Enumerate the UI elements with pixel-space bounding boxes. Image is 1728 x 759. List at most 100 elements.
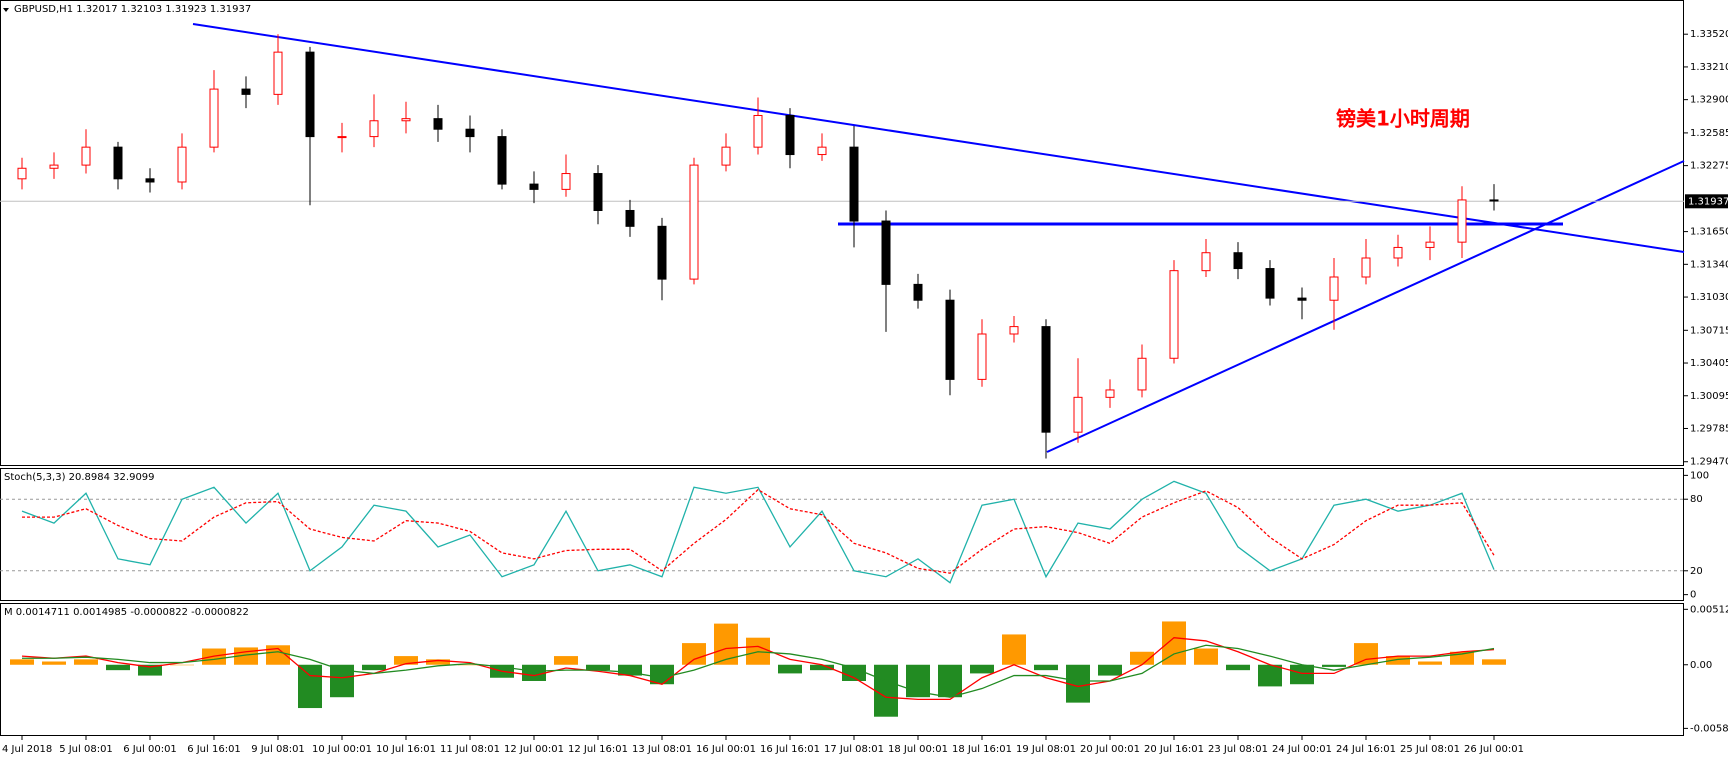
- histogram-bar: [1418, 661, 1442, 665]
- x-tick-label: 6 Jul 16:01: [187, 744, 241, 755]
- x-tick-label: 24 Jul 16:01: [1336, 744, 1396, 755]
- histogram-bar: [74, 659, 98, 665]
- x-tick-label: 23 Jul 08:01: [1208, 744, 1268, 755]
- y-tick-label: 1.32585: [1690, 128, 1728, 139]
- histogram-bar: [970, 664, 994, 674]
- histogram-bar: [874, 664, 898, 717]
- histogram-bar: [1258, 664, 1282, 687]
- candle-body: [849, 146, 859, 222]
- macd-title: M 0.0014711 0.0014985 -0.0000822 -0.0000…: [4, 607, 249, 618]
- y-tick-label: 1.31340: [1690, 259, 1728, 270]
- histogram-bar: [426, 659, 450, 665]
- x-tick-label: 10 Jul 00:01: [312, 744, 372, 755]
- indicator-line: [21, 637, 1495, 701]
- support-line: [1046, 160, 1685, 453]
- y-tick-label: 1.31650: [1690, 227, 1728, 238]
- histogram-bar: [778, 664, 802, 674]
- candle-body: [945, 299, 955, 380]
- candle-body: [81, 146, 91, 166]
- candle-body: [497, 136, 507, 185]
- candle-body: [1169, 270, 1179, 359]
- candle-body: [1201, 252, 1211, 272]
- histogram-bar: [42, 661, 66, 665]
- candle-body: [977, 333, 987, 380]
- candle-body: [17, 167, 27, 180]
- histogram-bar: [298, 664, 322, 709]
- y-tick-label: 1.29470: [1690, 457, 1728, 468]
- candle-body: [49, 164, 59, 169]
- x-tick-label: 20 Jul 16:01: [1144, 744, 1204, 755]
- x-tick-label: 20 Jul 00:01: [1080, 744, 1140, 755]
- candle-body: [561, 173, 571, 190]
- candle-body: [881, 220, 891, 285]
- x-tick-label: 24 Jul 00:01: [1272, 744, 1332, 755]
- candle-body: [401, 118, 411, 122]
- candle-body: [689, 164, 699, 280]
- candle-body: [1297, 297, 1307, 301]
- x-tick-label: 6 Jul 00:01: [123, 744, 177, 755]
- candle-body: [273, 51, 283, 95]
- y-tick-label: 20: [1690, 566, 1703, 577]
- indicator-line: [22, 488, 1495, 574]
- indicator-line: [21, 480, 1495, 584]
- y-tick-label: 1.30405: [1690, 358, 1728, 369]
- x-tick-label: 12 Jul 16:01: [568, 744, 628, 755]
- menu-arrow: [3, 8, 9, 12]
- main-panel: [0, 0, 1684, 466]
- x-tick-label: 16 Jul 16:01: [760, 744, 820, 755]
- histogram-bar: [394, 656, 418, 665]
- candle-body: [913, 283, 923, 301]
- y-tick-label: 1.33520: [1690, 29, 1728, 40]
- x-tick-label: 25 Jul 08:01: [1400, 744, 1460, 755]
- candle-body: [1457, 199, 1467, 243]
- candle-body: [1105, 389, 1115, 398]
- candle-body: [1073, 396, 1083, 433]
- histogram-bar: [1386, 656, 1410, 665]
- candle-body: [241, 88, 251, 95]
- y-tick-label: -0.005879: [1690, 723, 1728, 734]
- candle-body: [1137, 357, 1147, 391]
- candle-body: [785, 114, 795, 156]
- histogram-bar: [618, 664, 642, 676]
- x-tick-label: 26 Jul 00:01: [1464, 744, 1524, 755]
- candle-body: [1041, 326, 1051, 433]
- x-tick-label: 16 Jul 00:01: [696, 744, 756, 755]
- candle-body: [113, 146, 123, 180]
- y-tick-label: 100: [1690, 470, 1709, 481]
- y-tick-label: 80: [1690, 494, 1703, 505]
- candle-body: [305, 51, 315, 138]
- candle-body: [721, 146, 731, 166]
- candle-body: [529, 183, 539, 190]
- candle-body: [657, 225, 667, 280]
- stoch-panel: [0, 468, 1684, 601]
- macd-panel: [0, 603, 1684, 736]
- histogram-bar: [1162, 621, 1186, 665]
- histogram-bar: [810, 664, 834, 671]
- histogram-bar: [10, 659, 34, 665]
- x-tick-label: 5 Jul 08:01: [59, 744, 113, 755]
- x-tick-label: 10 Jul 16:01: [376, 744, 436, 755]
- candle-body: [753, 114, 763, 148]
- candle-body: [209, 88, 219, 148]
- candle-body: [1489, 199, 1499, 202]
- x-tick-label: 12 Jul 00:01: [504, 744, 564, 755]
- candle-body: [369, 120, 379, 138]
- x-tick-label: 11 Jul 08:01: [440, 744, 500, 755]
- candle-body: [145, 178, 155, 183]
- y-tick-label: 1.30715: [1690, 325, 1728, 336]
- candle-body: [817, 146, 827, 156]
- histogram-bar: [362, 664, 386, 671]
- candle-body: [1425, 241, 1435, 248]
- candle-body: [465, 128, 475, 138]
- histogram-bar: [586, 664, 610, 671]
- y-tick-label: 1.29785: [1690, 423, 1728, 434]
- candle-body: [593, 173, 603, 211]
- candle-body: [625, 209, 635, 227]
- histogram-bar: [1482, 659, 1506, 665]
- histogram-bar: [1194, 648, 1218, 665]
- candle-body: [1329, 276, 1339, 301]
- histogram-bar: [522, 664, 546, 681]
- histogram-bar: [1002, 634, 1026, 665]
- x-tick-label: 18 Jul 00:01: [888, 744, 948, 755]
- x-tick-label: 9 Jul 08:01: [251, 744, 305, 755]
